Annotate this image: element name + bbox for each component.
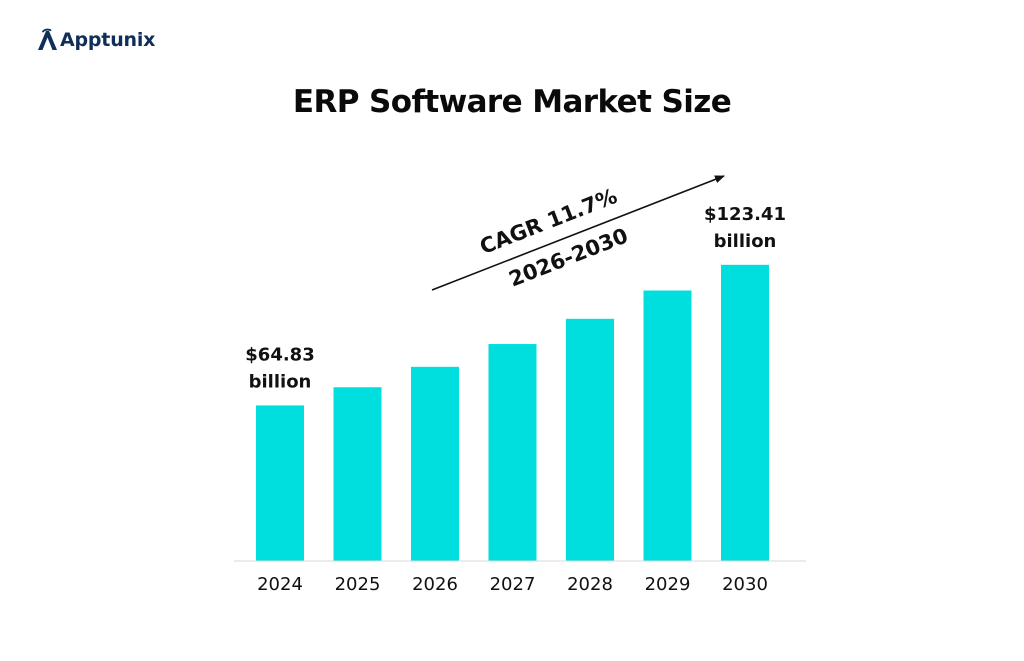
- data-label-2030-line2: billion: [714, 231, 777, 252]
- bar-2027: [488, 344, 537, 561]
- data-label-2024-line2: billion: [249, 371, 312, 392]
- chart-title: ERP Software Market Size: [292, 84, 732, 120]
- x-tick-label-2024: 2024: [257, 574, 303, 595]
- x-tick-label-2029: 2029: [645, 574, 691, 595]
- brand-name: Apptunix: [60, 29, 156, 51]
- bar-2030: [721, 264, 769, 561]
- bar-2024: [256, 405, 304, 561]
- apptunix-logo: Apptunix: [36, 28, 155, 52]
- bar-2025: [333, 387, 382, 561]
- bar-2028: [566, 318, 614, 561]
- cagr-trend-arrow: [431, 175, 725, 291]
- cagr-annotation: CAGR 11.7% 2026-2030: [431, 175, 725, 291]
- x-tick-label-2027: 2027: [490, 574, 536, 595]
- bar-2029: [643, 290, 692, 561]
- x-tick-label-2026: 2026: [412, 574, 458, 595]
- x-tick-label-2030: 2030: [722, 574, 768, 595]
- x-tick-label-2025: 2025: [335, 574, 381, 595]
- apptunix-logo-icon: [38, 28, 57, 50]
- data-label-2030-line1: $123.41: [704, 204, 786, 225]
- x-tick-label-2028: 2028: [567, 574, 613, 595]
- bar-2026: [411, 366, 459, 561]
- data-label-2024-line1: $64.83: [245, 344, 314, 365]
